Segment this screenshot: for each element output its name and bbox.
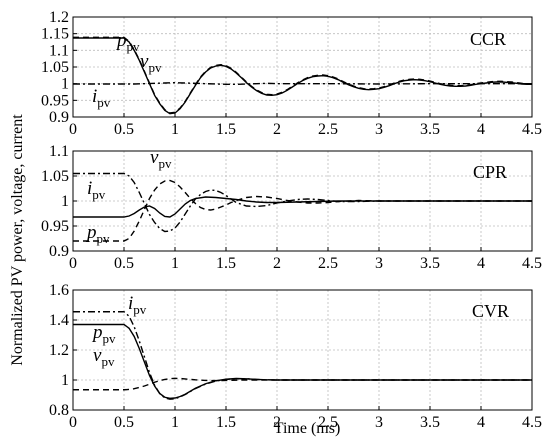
panel-ccr: 0 0.5 1 1.5 2 2.5 3 3.5 4 4.50.90.9511.051.11.151… — [41, 9, 542, 138]
y-tick-label: 1 — [61, 372, 69, 389]
y-tick-label: 1.05 — [41, 59, 69, 76]
panel-cpr: 0 0.5 1 1.5 2 2.5 3 3.5 4 4.5 0.9 0.95 1 1.05 1.1 CPR vp… — [41, 143, 542, 272]
x-tick-label: 3 — [375, 121, 383, 138]
plot-frame — [72, 16, 533, 118]
x-tick-label: 1.5 — [216, 414, 236, 431]
y-tick-label: 1.15 — [41, 26, 69, 43]
x-tick-label: 4.5 — [522, 255, 542, 272]
curve-annotation-v: vpv — [93, 345, 115, 369]
x-tick-label: 1.5 — [216, 121, 236, 138]
y-tick-label: 1.1 — [49, 143, 69, 160]
series-line-dashdot — [73, 81, 532, 86]
panel-label: CCR — [470, 29, 506, 49]
y-tick-label: 1.2 — [49, 9, 69, 26]
curve-annotation-i: ipv — [87, 178, 106, 202]
panel-label: CVR — [472, 301, 509, 321]
x-axis-label: Time (ms) — [274, 420, 341, 437]
x-tick-label: 3.5 — [420, 255, 440, 272]
plot-frame — [72, 289, 533, 411]
series-line-dashdot — [73, 311, 532, 400]
curve-annotation-v: vpv — [150, 147, 172, 171]
x-tick-label: 2.5 — [318, 121, 338, 138]
series-line-dashed — [73, 377, 532, 391]
series-line-dashed — [73, 179, 532, 242]
y-tick-label: 0.95 — [41, 92, 69, 109]
series-line-dashdot — [73, 172, 532, 233]
x-tick-label: 2.5 — [318, 255, 338, 272]
x-tick-label: 1 — [171, 121, 179, 138]
y-tick-label: 1.2 — [49, 342, 69, 359]
curve-annotation-i: ipv — [92, 86, 111, 110]
y-tick-label: 1 — [61, 193, 69, 210]
x-tick-label: 3 — [375, 255, 383, 272]
x-tick-label: 4.5 — [522, 414, 542, 431]
x-tick-label: 0.5 — [114, 414, 134, 431]
y-tick-label: 0.8 — [49, 402, 69, 419]
x-tick-label: 0 — [69, 414, 77, 431]
series-line-dashed — [73, 36, 532, 114]
curve-annotation-p: ppv — [85, 222, 110, 246]
y-tick-label: 1.05 — [41, 168, 69, 185]
curve-annotation-i: ipv — [128, 293, 147, 317]
x-tick-label: 4 — [477, 414, 485, 431]
x-tick-label: 0 — [69, 255, 77, 272]
x-tick-label: 1 — [171, 255, 179, 272]
x-tick-label: 3 — [375, 414, 383, 431]
series-line-solid — [73, 37, 532, 115]
x-tick-label: 4 — [477, 121, 485, 138]
y-tick-label: 1.6 — [49, 282, 69, 299]
x-tick-label: 1.5 — [216, 255, 236, 272]
x-tick-label: 2 — [273, 255, 281, 272]
panel-cvr: 0 0.5 1 1.5 2 2.5 3 3.5 4 4.5 0.8 1 1.2 1.4 1.6 CVR ipvp… — [49, 282, 542, 431]
x-tick-label: 2.5 — [318, 414, 338, 431]
y-tick-label: 1.1 — [49, 42, 69, 59]
chart-panels: 0 0.5 1 1.5 2 2.5 3 3.5 4 4.50.90.9511.051.11.151… — [41, 9, 542, 431]
x-tick-label: 1 — [171, 414, 179, 431]
curve-annotation-v: vpv — [140, 51, 162, 75]
y-tick-label: 1.4 — [49, 312, 69, 329]
plot-frame — [72, 150, 533, 252]
x-tick-label: 3.5 — [420, 414, 440, 431]
y-tick-label: 0.95 — [41, 218, 69, 235]
x-tick-label: 4 — [477, 255, 485, 272]
x-tick-label: 2 — [273, 121, 281, 138]
curve-annotation-p: ppv — [115, 30, 140, 54]
y-tick-label: 0.9 — [49, 243, 69, 260]
x-tick-label: 2 — [273, 414, 281, 431]
x-tick-label: 0.5 — [114, 121, 134, 138]
x-tick-label: 3.5 — [420, 121, 440, 138]
x-tick-label: 0.5 — [114, 255, 134, 272]
y-tick-label: 1 — [61, 76, 69, 93]
curve-annotation-p: ppv — [91, 322, 116, 346]
x-tick-label: 4.5 — [522, 121, 542, 138]
x-tick-label: 0 — [69, 121, 77, 138]
series-line-solid — [73, 323, 532, 400]
y-tick-label: 0.9 — [49, 109, 69, 126]
y-axis-label: Normalized PV power, voltage, current — [9, 114, 26, 366]
panel-label: CPR — [473, 162, 507, 182]
